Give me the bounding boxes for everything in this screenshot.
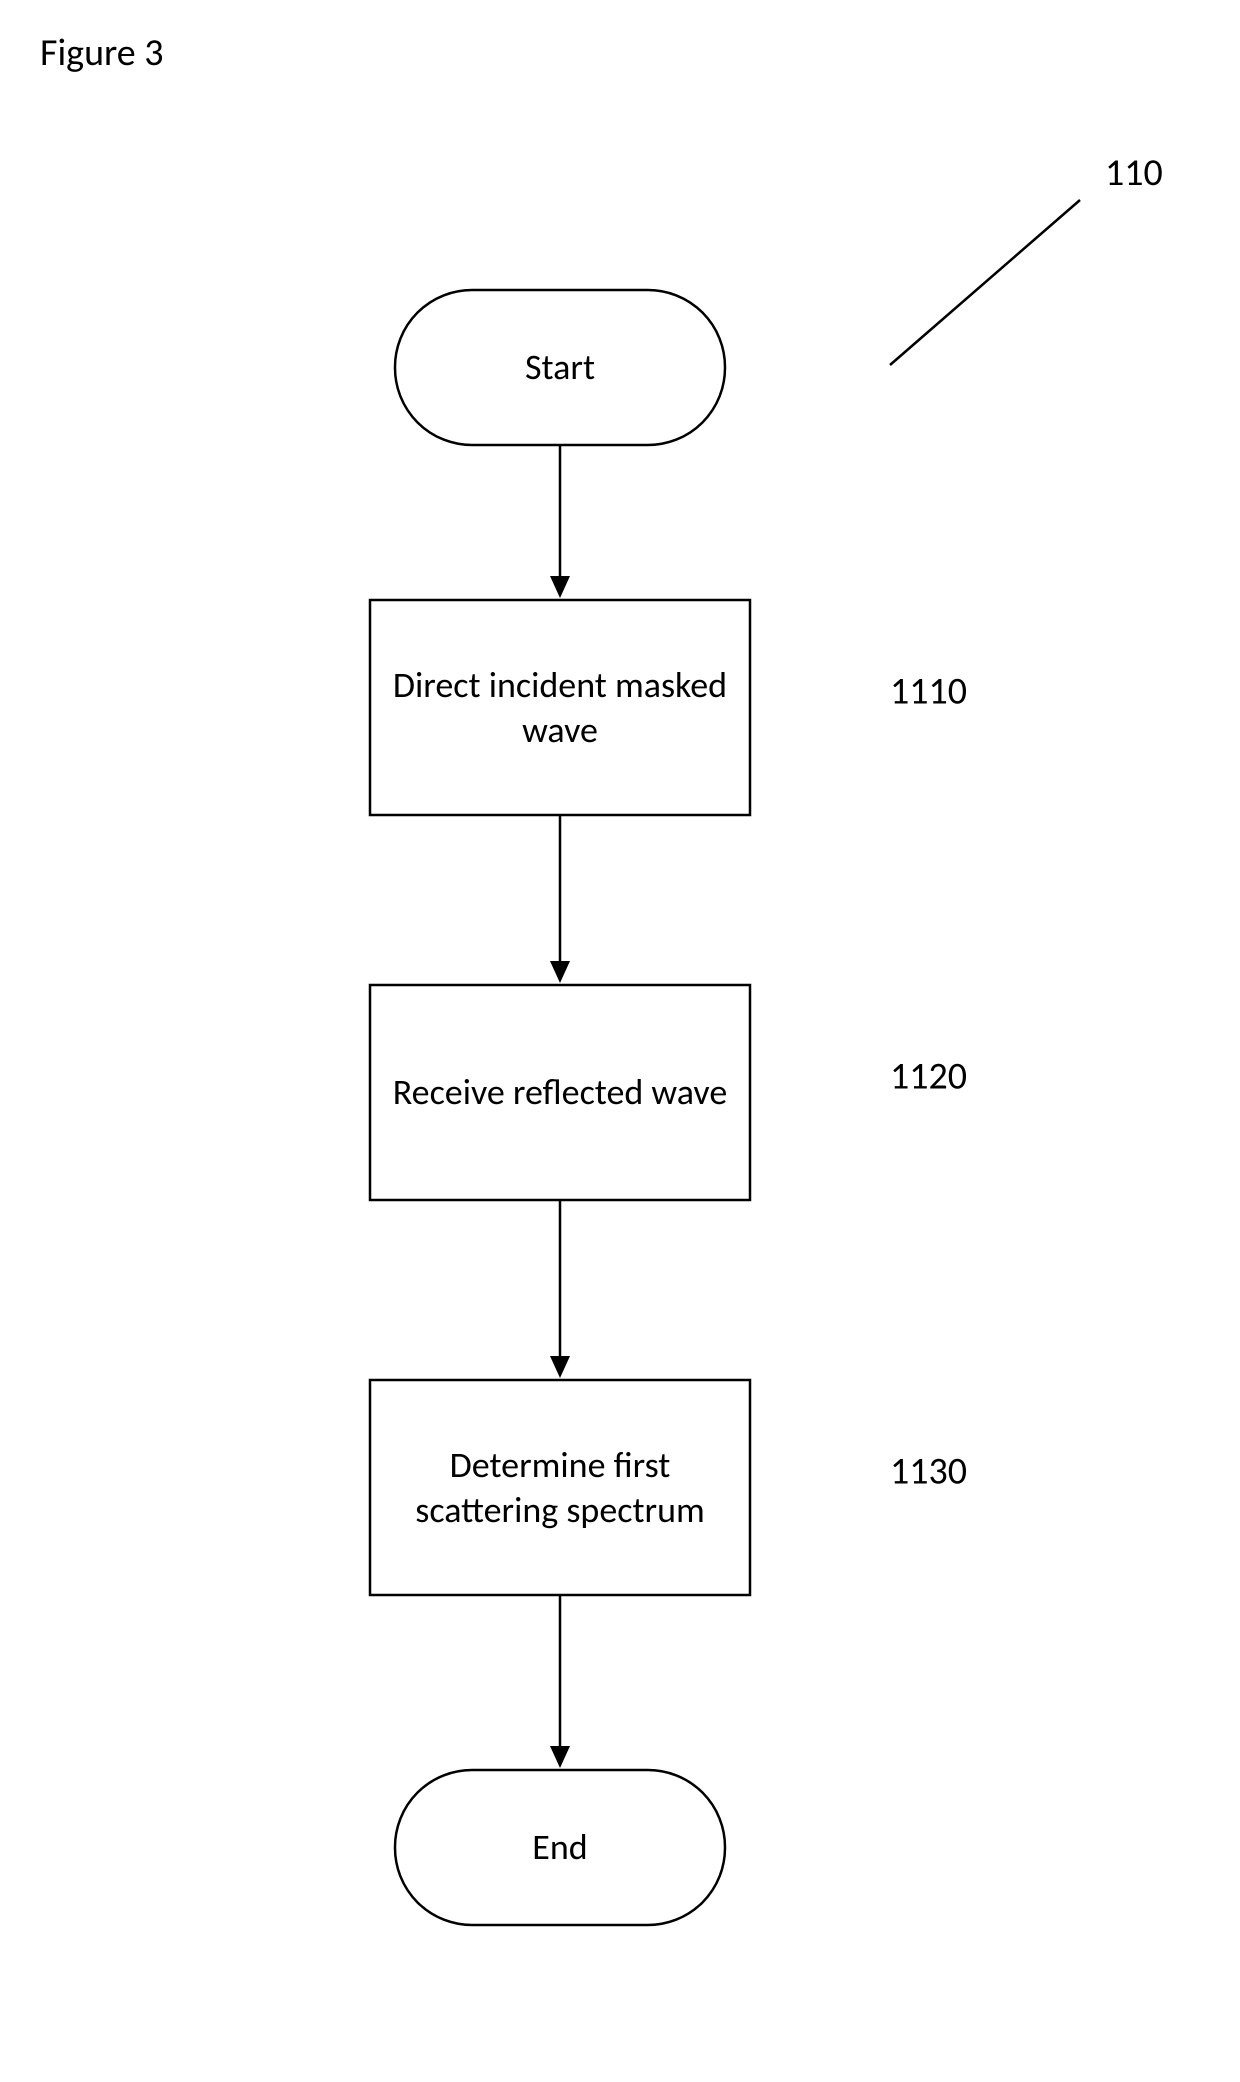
node-label-container: Start [405,290,715,445]
node-label-container: End [405,1770,715,1925]
arrowhead-icon [550,1356,570,1378]
node-label: Receive reflected wave [393,1070,727,1115]
step-reference-number: 1110 [890,668,967,714]
node-label: Direct incident masked wave [380,663,740,753]
node-label: Determine first scattering spectrum [380,1443,740,1533]
leader-line [890,200,1080,365]
arrowhead-icon [550,576,570,598]
node-label: Start [525,345,595,390]
arrowhead-icon [550,1746,570,1768]
step-reference-number: 1130 [890,1448,967,1494]
node-label: End [532,1825,587,1870]
node-label-container: Determine first scattering spectrum [380,1380,740,1595]
node-label-container: Receive reflected wave [380,985,740,1200]
flow-node-step2: Receive reflected wave 1120 [370,985,967,1200]
flow-node-step1: Direct incident masked wave 1110 [370,600,967,815]
page: Figure 3 110 StartDirect incident masked… [0,0,1240,2082]
node-label-container: Direct incident masked wave [380,600,740,815]
flow-node-step3: Determine first scattering spectrum 1130 [370,1380,967,1595]
arrowhead-icon [550,961,570,983]
flowchart-svg: Start Direct incident masked wave 1110 Rece… [0,0,1240,2082]
flow-node-start: Start [395,290,725,445]
step-reference-number: 1120 [890,1053,967,1099]
flow-node-end: End [395,1770,725,1925]
